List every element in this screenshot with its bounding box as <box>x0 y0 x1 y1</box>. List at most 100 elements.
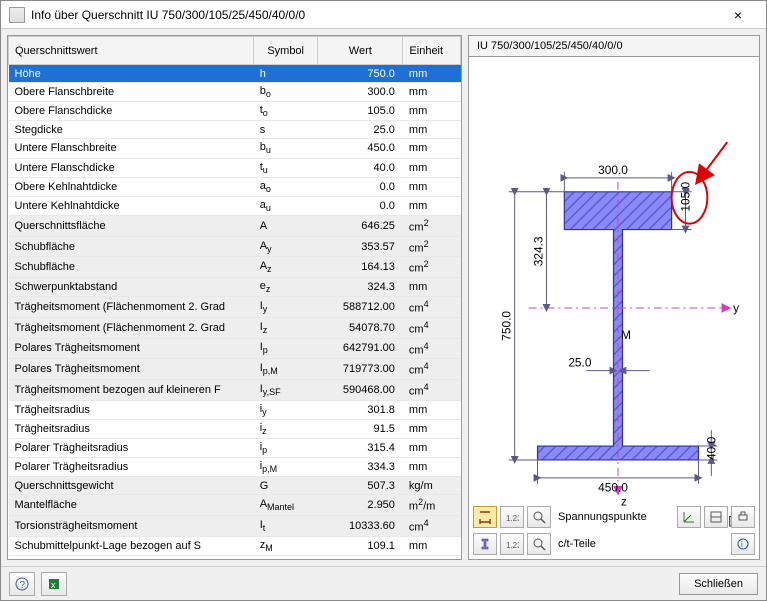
cell-symbol: bu <box>254 139 318 158</box>
cell-name: Querschnittsfläche <box>9 216 254 237</box>
table-row[interactable]: Obere Flanschdicketo105.0mm <box>9 102 461 121</box>
cell-name: Höhe <box>9 65 254 83</box>
col-header-unit[interactable]: Einheit <box>403 37 461 65</box>
profile-icon[interactable] <box>473 533 497 555</box>
col-header-name[interactable]: Querschnittswert <box>9 37 254 65</box>
window-title: Info über Querschnitt IU 750/300/105/25/… <box>31 8 718 22</box>
close-button[interactable]: × <box>718 1 758 28</box>
table-row[interactable]: Schwerpunktabstandez324.3mm <box>9 278 461 297</box>
cell-value: 0.0 <box>318 177 403 196</box>
diagram-pane: IU 750/300/105/25/450/40/0/0 <box>468 35 760 560</box>
cell-symbol: au <box>254 196 318 215</box>
cell-unit: mm <box>403 278 461 297</box>
cell-unit: cm4 <box>403 338 461 359</box>
table-row[interactable]: Stegdickes25.0mm <box>9 121 461 139</box>
table-row[interactable]: Polares TrägheitsmomentIp642791.00cm4 <box>9 338 461 359</box>
table-row[interactable]: MantelflächeAMantel2.950m2/m <box>9 495 461 516</box>
cell-symbol: Ay <box>254 236 318 257</box>
excel-icon[interactable]: x <box>41 572 67 596</box>
table-row[interactable]: Polarer Trägheitsradiusip,M334.3mm <box>9 458 461 477</box>
cell-name: Polares Trägheitsmoment <box>9 338 254 359</box>
profile-svg: y z M 300.0 105.0 <box>469 57 759 559</box>
cell-unit: cm2 <box>403 236 461 257</box>
col-header-symbol[interactable]: Symbol <box>254 37 318 65</box>
cell-unit: cm4 <box>403 359 461 380</box>
cell-value: 2.950 <box>318 495 403 516</box>
table-row[interactable]: Obere Kehlnahtdickeao0.0mm <box>9 177 461 196</box>
values-toggle-icon[interactable]: 1.23 <box>500 506 524 528</box>
cell-value: 40.0 <box>318 158 403 177</box>
table-row[interactable]: Obere Flanschbreitebo300.0mm <box>9 83 461 102</box>
close-footer-button[interactable]: Schließen <box>679 573 758 595</box>
cell-unit: mm <box>403 177 461 196</box>
cell-unit: mm <box>403 139 461 158</box>
cell-symbol: tu <box>254 158 318 177</box>
cell-value: 588712.00 <box>318 297 403 318</box>
axis-y-label: y <box>733 301 739 315</box>
axes-icon[interactable] <box>677 506 701 528</box>
table-row[interactable]: Untere Flanschdicketu40.0mm <box>9 158 461 177</box>
cell-name: Trägheitsradius <box>9 419 254 438</box>
table-row[interactable]: Polarer Trägheitsradiusip315.4mm <box>9 438 461 457</box>
table-scroll[interactable]: Querschnittswert Symbol Wert Einheit Höh… <box>8 36 461 559</box>
svg-text:1.23: 1.23 <box>506 514 519 523</box>
cell-name: Obere Flanschbreite <box>9 83 254 102</box>
values2-icon[interactable]: 1.23 <box>500 533 524 555</box>
cell-unit: mm <box>403 158 461 177</box>
cell-symbol: iz <box>254 419 318 438</box>
table-row[interactable]: Untere Flanschbreitebu450.0mm <box>9 139 461 158</box>
grid-icon[interactable] <box>704 506 728 528</box>
table-row[interactable]: QuerschnittsflächeA646.25cm2 <box>9 216 461 237</box>
zoom2-icon[interactable] <box>527 533 551 555</box>
diagram-toolbar: 1.23 Spannungspunkte <box>473 504 755 555</box>
table-row[interactable]: TorsionsträgheitsmomentIt10333.60cm4 <box>9 515 461 536</box>
print-icon[interactable] <box>731 506 755 528</box>
cell-name: Trägheitsmoment (Flächenmoment 2. Grad <box>9 297 254 318</box>
cell-unit: mm <box>403 536 461 555</box>
table-row[interactable]: Trägheitsmoment bezogen auf kleineren FI… <box>9 379 461 400</box>
cell-unit: cm6 <box>403 555 461 559</box>
dim-toggle-icon[interactable] <box>473 506 497 528</box>
svg-text:i: i <box>741 540 743 549</box>
table-row[interactable]: Trägheitsmoment (Flächenmoment 2. GradIy… <box>9 297 461 318</box>
cell-symbol: AMantel <box>254 495 318 516</box>
cell-symbol: Ip <box>254 338 318 359</box>
cell-value: 450.0 <box>318 139 403 158</box>
table-row[interactable]: SchubflächeAz164.13cm2 <box>9 257 461 278</box>
cell-name: Schubfläche <box>9 236 254 257</box>
dim-web-text: 25.0 <box>568 356 592 370</box>
cell-symbol: iy <box>254 400 318 419</box>
table-row[interactable]: Trägheitsradiusiz91.5mm <box>9 419 461 438</box>
cell-value: 6.100E+07 <box>318 555 403 559</box>
svg-text:x: x <box>51 580 56 590</box>
table-row[interactable]: Untere Kehlnahtdickeau0.0mm <box>9 196 461 215</box>
cell-symbol: to <box>254 102 318 121</box>
cell-symbol: bo <box>254 83 318 102</box>
col-header-value[interactable]: Wert <box>318 37 403 65</box>
table-row[interactable]: Höheh750.0mm <box>9 65 461 83</box>
zoom-icon[interactable] <box>527 506 551 528</box>
help-icon[interactable]: ? <box>9 572 35 596</box>
table-row[interactable]: Polares TrägheitsmomentIp,M719773.00cm4 <box>9 359 461 380</box>
cell-symbol: ip <box>254 438 318 457</box>
cell-value: 324.3 <box>318 278 403 297</box>
cell-name: Untere Flanschdicke <box>9 158 254 177</box>
properties-table-pane: Querschnittswert Symbol Wert Einheit Höh… <box>7 35 462 560</box>
cell-value: 353.57 <box>318 236 403 257</box>
cell-name: Mantelfläche <box>9 495 254 516</box>
cell-symbol: Az <box>254 257 318 278</box>
table-row[interactable]: Trägheitsradiusiy301.8mm <box>9 400 461 419</box>
info-icon[interactable]: i <box>731 533 755 555</box>
table-row[interactable]: QuerschnittsgewichtG507.3kg/m <box>9 477 461 495</box>
dim-top-t-text: 105.0 <box>678 181 692 211</box>
diagram-title: IU 750/300/105/25/450/40/0/0 <box>468 35 760 56</box>
cell-name: Schwerpunktabstand <box>9 278 254 297</box>
cell-unit: mm <box>403 196 461 215</box>
table-row[interactable]: Schubmittelpunkt-Lage bezogen auf SzM109… <box>9 536 461 555</box>
table-row[interactable]: Trägheitsmoment (Flächenmoment 2. GradIz… <box>9 317 461 338</box>
table-row[interactable]: SchubflächeAy353.57cm2 <box>9 236 461 257</box>
table-row[interactable]: Wälbwiderstand bezogen auf MIω6.100E+07c… <box>9 555 461 559</box>
cell-unit: mm <box>403 65 461 83</box>
cell-unit: cm2 <box>403 216 461 237</box>
cell-name: Trägheitsmoment bezogen auf kleineren F <box>9 379 254 400</box>
